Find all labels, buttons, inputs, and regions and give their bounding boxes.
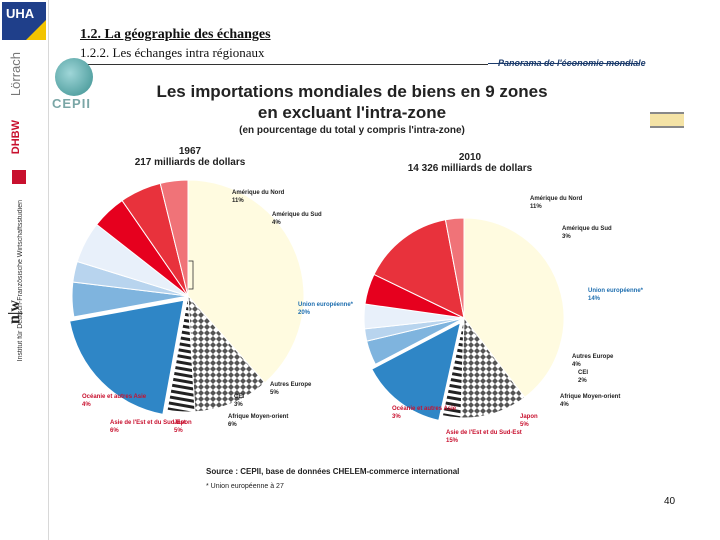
slide-heading: 1.2. La géographie des échanges 1.2.2. L… [80,27,271,61]
pie-1-slice-union-europeenne [371,321,462,422]
institute-logo-mark [12,170,26,184]
pie-1-value-oceanie-et-autres-asie: 3% [392,414,401,420]
pie-1-total: 14 326 milliards de dollars [408,163,533,174]
pie-1-label-amerique-du-sud: Amérique du Sud [562,226,612,232]
uha-logo-text: UHA [6,6,35,21]
pie-0-value-autres-europe: 5% [270,390,279,396]
decorative-bar [650,112,684,128]
pie-0-label-afrique-moyen-orient: Afrique Moyen-orient [228,414,288,420]
pie-1-slice-oceanie-et-autres-asie [444,217,465,319]
chart-main-title-3: (en pourcentage du total y compris l'int… [239,125,465,136]
section-title: 1.2. La géographie des échanges [80,27,271,42]
pie-0-slice-oceanie-et-autres-asie [159,179,189,297]
pie-1-value-asie-de-l-est-et-du-sud-est: 15% [446,438,459,444]
heading-rule [80,64,488,65]
pie-0-slice-intra-zone [187,179,305,384]
pie-1-slice-asie-de-l-est-et-du-sud-est [373,219,465,319]
pie-0-value-afrique-moyen-orient: 6% [228,422,237,428]
page-number: 40 [664,496,676,507]
pie-0-label-union-europeenne: Union européenne* [298,302,354,308]
pie-0-value-oceanie-et-autres-asie: 4% [82,402,91,408]
pie-0-label-cei: CEI [234,394,244,400]
sidebar: UHA Lörrach DHBW Institut für Deutsch-Fr… [0,0,49,540]
pie-0-label-asie-de-l-est-et-du-sud-est: Asie de l'Est et du Sud-Est [110,420,186,426]
pie-1-value-afrique-moyen-orient: 4% [560,402,569,408]
pie-1-value-amerique-du-sud: 3% [562,234,571,240]
chart-source: Source : CEPII, base de données CHELEM-c… [206,467,459,476]
globe-icon [55,58,93,96]
pie-1-value-amerique-du-nord: 11% [530,204,542,210]
chart-footnote: * Union européenne à 27 [206,483,284,490]
pie-1-label-oceanie-et-autres-asie: Océanie et autres Asie [392,406,457,412]
pie-1-label-japon: Japon [520,414,538,420]
pie-0-value-cei: 3% [234,402,243,408]
pie-0-label-japon: Japon [174,420,192,426]
pie-0-total: 217 milliards de dollars [135,157,246,168]
pie-0-slice-union-europeenne [69,299,185,415]
pie-1-year: 2010 [459,152,482,163]
chart-main-title-2: en excluant l'intra-zone [258,103,446,122]
uha-logo: UHA [2,2,46,40]
chart-main-title: Les importations mondiales de biens en 9… [156,82,547,101]
pie-0-value-amerique-du-nord: 11% [232,198,244,204]
pie-1-value-union-europeenne: 14% [588,296,601,302]
cepii-logo: CEPII [52,96,91,111]
pie-0-value-union-europeenne: 20% [298,310,311,316]
pie-1-label-union-europeenne: Union européenne* [588,288,644,294]
panorama-label: Panorama de l'économie mondiale [498,58,646,68]
pie-1-slice-amerique-du-sud [441,317,465,419]
pie-1-slice-intra-zone [463,217,565,399]
pie-1-label-asie-de-l-est-et-du-sud-est: Asie de l'Est et du Sud-Est [446,430,522,436]
section-subtitle: 1.2.2. Les échanges intra régionaux [80,45,265,60]
pie-1-value-japon: 5% [520,422,529,428]
pie-0-slice-amerique-du-sud [166,295,196,413]
pie-0-value-japon: 5% [174,428,183,434]
pie-1-value-autres-europe: 4% [572,362,581,368]
pie-0-label-amerique-du-nord: Amérique du Nord [232,190,285,196]
pie-1-label-afrique-moyen-orient: Afrique Moyen-orient [560,394,620,400]
pie-0-value-asie-de-l-est-et-du-sud-est: 6% [110,428,119,434]
panorama-rule [488,63,640,64]
pie-1-label-amerique-du-nord: Amérique du Nord [530,196,583,202]
pie-0-year: 1967 [179,146,202,157]
pie-1-slice-amerique-du-nord [460,316,526,419]
pie-0-label-oceanie-et-autres-asie: Océanie et autres Asie [82,394,147,400]
pie-0-label-amerique-du-sud: Amérique du Sud [272,212,322,218]
pie-0-slice-amerique-du-nord [187,294,266,413]
pie-1-label-autres-europe: Autres Europe [572,354,614,360]
pie-1-label-cei: CEI [578,370,588,376]
pie-0-value-amerique-du-sud: 4% [272,220,281,226]
pie-0-label-autres-europe: Autres Europe [270,382,312,388]
pie-1-value-cei: 2% [578,378,587,384]
